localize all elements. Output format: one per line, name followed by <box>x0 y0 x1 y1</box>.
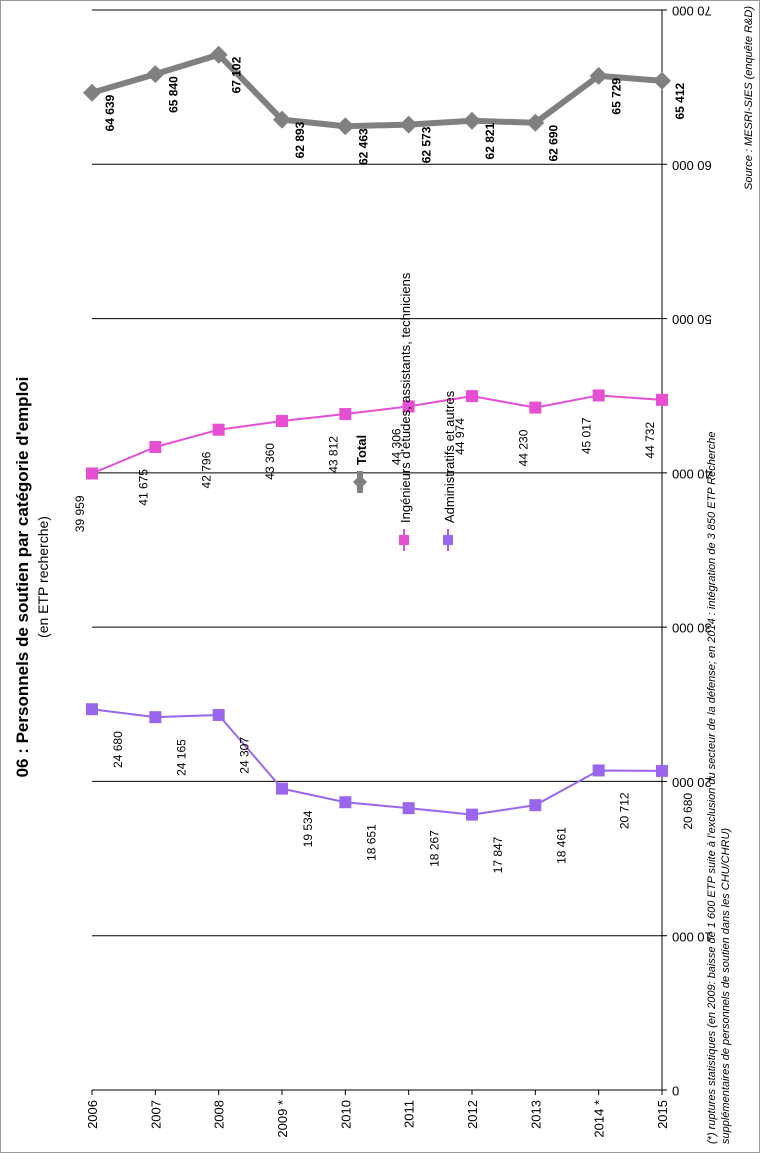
data-point <box>529 799 541 811</box>
data-point <box>466 390 478 402</box>
legend-administratifs-label: Administratifs et autres <box>442 390 457 523</box>
chart-title: 06 : Personnels de soutien par catégorie… <box>13 377 32 778</box>
chart-subtitle: (en ETP recherche) <box>35 516 51 638</box>
data-label: 18 651 <box>364 824 378 861</box>
legend-total-label: Total <box>354 435 369 465</box>
data-point <box>86 703 98 715</box>
data-point <box>149 711 161 723</box>
y-tick-label: 70 000 <box>672 4 712 19</box>
data-label: 45 017 <box>580 417 594 454</box>
data-label: 43 360 <box>263 443 277 480</box>
data-point <box>593 764 605 776</box>
y-tick-label: 0 <box>672 1084 679 1099</box>
footnote-line-2: supplémentaires de personnels de soutien… <box>720 828 732 1144</box>
data-label: 65 412 <box>673 82 687 119</box>
legend-ingenieurs-label: Ingénieurs d'études, assistants, technic… <box>398 272 413 523</box>
data-point <box>213 424 225 436</box>
data-label: 62 573 <box>420 126 434 163</box>
x-tick-label: 2015 <box>655 1100 670 1129</box>
data-label: 62 893 <box>293 121 307 158</box>
legend-ingenieurs-marker <box>399 535 409 545</box>
data-label: 65 729 <box>610 78 624 115</box>
data-label: 64 639 <box>103 94 117 131</box>
data-label: 24 680 <box>111 731 125 768</box>
data-label: 62 690 <box>546 124 560 161</box>
data-label: 41 675 <box>136 469 150 506</box>
data-label: 20 712 <box>618 792 632 829</box>
data-label: 43 812 <box>326 436 340 473</box>
data-point <box>466 809 478 821</box>
y-tick-label: 50 000 <box>672 312 712 327</box>
data-point <box>86 467 98 479</box>
x-tick-label: 2006 <box>85 1100 100 1129</box>
data-label: 18 461 <box>554 827 568 864</box>
x-tick-label: 2007 <box>148 1100 163 1129</box>
data-label: 62 821 <box>483 122 497 159</box>
data-label: 67 102 <box>230 56 244 93</box>
x-tick-label: 2012 <box>465 1100 480 1129</box>
x-tick-label: 2008 <box>212 1100 227 1129</box>
data-label: 18 267 <box>428 830 442 867</box>
data-label: 20 680 <box>681 793 695 830</box>
data-point <box>149 441 161 453</box>
y-tick-label: 60 000 <box>672 158 712 173</box>
data-point <box>339 796 351 808</box>
data-point <box>656 394 668 406</box>
data-label: 42 796 <box>200 451 214 488</box>
data-point <box>339 408 351 420</box>
source-note: Source : MESRI-SIES (enquête R&D) <box>743 6 755 190</box>
data-label: 44 732 <box>643 422 657 459</box>
data-label: 19 534 <box>301 810 315 847</box>
data-point <box>276 415 288 427</box>
data-point <box>213 709 225 721</box>
x-tick-label: 2013 <box>528 1100 543 1129</box>
data-point <box>276 783 288 795</box>
data-label: 24 165 <box>174 739 188 776</box>
x-tick-label: 2009 * <box>275 1100 290 1138</box>
footnote-line-1: (*) ruptures statistiques (en 2009: bais… <box>706 432 718 1144</box>
data-label: 17 847 <box>491 836 505 873</box>
data-label: 65 840 <box>166 76 180 113</box>
data-point <box>593 389 605 401</box>
x-tick-label: 2014 * <box>592 1100 607 1138</box>
legend-administratifs-marker <box>443 535 453 545</box>
data-label: 39 959 <box>73 495 87 532</box>
data-label: 62 463 <box>356 128 370 165</box>
x-tick-label: 2010 <box>338 1100 353 1129</box>
data-point <box>529 402 541 414</box>
data-label: 24 307 <box>238 737 252 774</box>
data-label: 44 230 <box>516 429 530 466</box>
data-point <box>656 765 668 777</box>
data-point <box>403 802 415 814</box>
x-tick-label: 2011 <box>402 1100 417 1128</box>
